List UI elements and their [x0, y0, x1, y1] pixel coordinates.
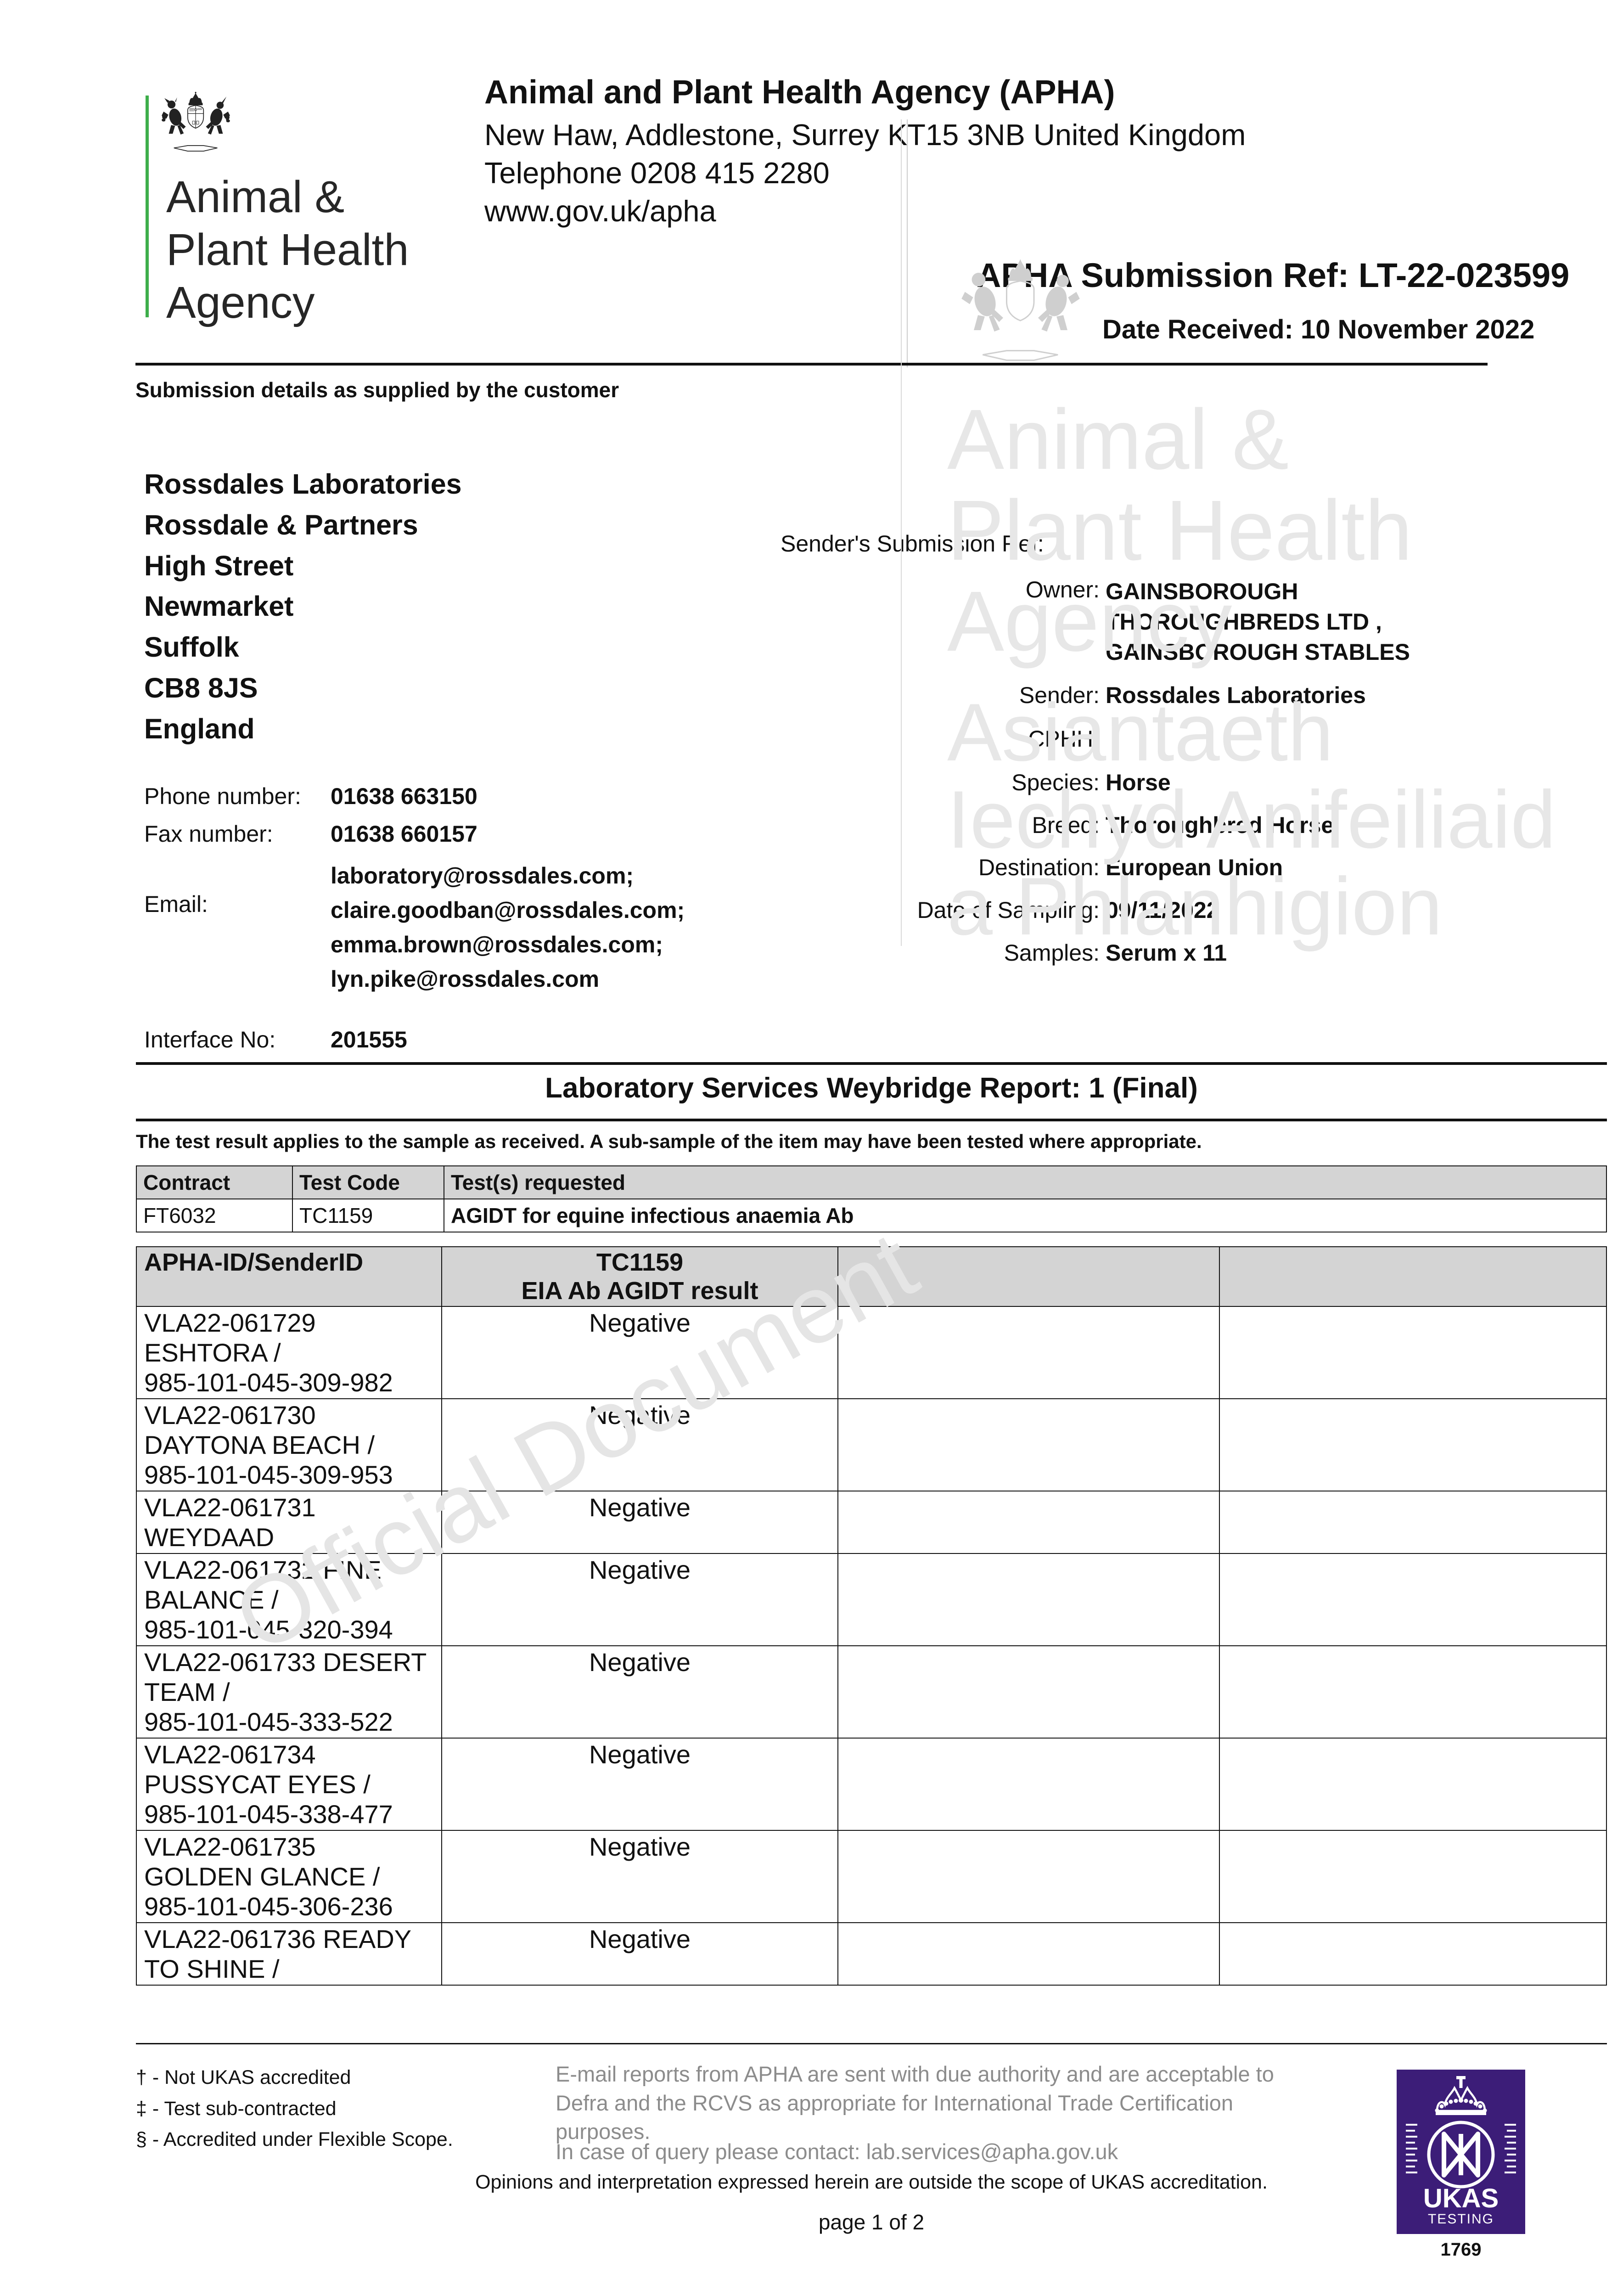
svg-text:TESTING: TESTING — [1428, 2212, 1494, 2227]
svg-text:UKAS: UKAS — [1423, 2183, 1499, 2213]
